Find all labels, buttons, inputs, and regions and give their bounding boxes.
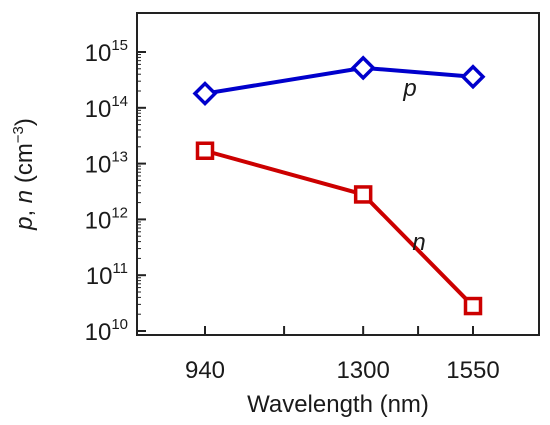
y-tick-label: 1011 — [86, 260, 128, 290]
data-point-n — [353, 185, 373, 204]
x-axis-label: Wavelength (nm) — [247, 391, 429, 418]
series-layer — [192, 55, 486, 316]
series-label-n: n — [412, 229, 425, 256]
y-tick-label: 1015 — [85, 37, 128, 67]
data-point-n — [195, 141, 215, 160]
y-tick-label: 1014 — [85, 93, 128, 123]
data-point-n — [463, 296, 483, 316]
plot-frame — [136, 12, 540, 336]
x-tick-label: 1300 — [336, 357, 389, 384]
series-line-p — [204, 65, 474, 96]
y-axis-label: p, n (cm−3) — [10, 118, 38, 231]
x-tick-label: 940 — [185, 357, 225, 384]
y-axis: 1010 1011 1012 1013 1014 1015 — [85, 37, 146, 346]
x-tick-label: 1550 — [446, 357, 499, 384]
x-axis: 940 1300 1550 — [185, 326, 500, 384]
y-tick-label: 1013 — [85, 149, 128, 179]
series-line-n — [204, 148, 475, 308]
y-tick-label: 1012 — [85, 204, 128, 234]
data-point-p — [192, 81, 218, 107]
data-point-p — [460, 64, 486, 90]
data-point-p — [350, 55, 376, 81]
series-label-p: p — [402, 75, 416, 102]
y-tick-label: 1010 — [85, 316, 128, 346]
